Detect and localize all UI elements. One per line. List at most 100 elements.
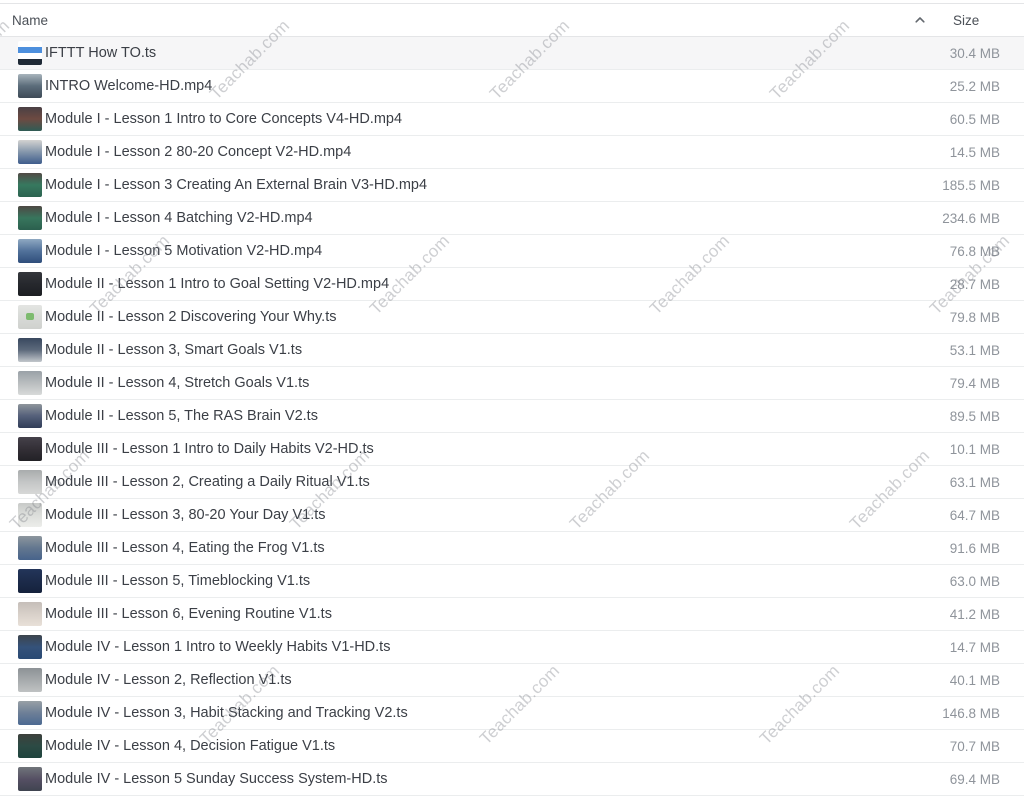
video-thumbnail-icon bbox=[18, 41, 42, 65]
file-name-cell: Module III - Lesson 5, Timeblocking V1.t… bbox=[0, 569, 894, 593]
file-name-cell: Module I - Lesson 4 Batching V2-HD.mp4 bbox=[0, 206, 894, 230]
file-size: 69.4 MB bbox=[949, 771, 1000, 787]
file-name-cell: IFTTT How TO.ts bbox=[0, 41, 894, 65]
video-thumbnail-icon bbox=[18, 272, 42, 296]
file-name-cell: Module I - Lesson 3 Creating An External… bbox=[0, 173, 894, 197]
column-header-size[interactable]: Size bbox=[894, 13, 1024, 28]
file-size: 89.5 MB bbox=[949, 408, 1000, 424]
video-thumbnail-icon bbox=[18, 569, 42, 593]
file-name-cell: Module II - Lesson 2 Discovering Your Wh… bbox=[0, 305, 894, 329]
video-thumbnail-icon bbox=[18, 173, 42, 197]
file-row[interactable]: Module II - Lesson 4, Stretch Goals V1.t… bbox=[0, 367, 1024, 400]
file-name: Module III - Lesson 6, Evening Routine V… bbox=[45, 606, 332, 622]
video-thumbnail-icon bbox=[18, 470, 42, 494]
file-row[interactable]: Module II - Lesson 1 Intro to Goal Setti… bbox=[0, 268, 1024, 301]
file-size: 14.5 MB bbox=[949, 144, 1000, 160]
file-name-cell: Module III - Lesson 3, 80-20 Your Day V1… bbox=[0, 503, 894, 527]
file-list: IFTTT How TO.ts 30.4 MB INTRO Welcome-HD… bbox=[0, 37, 1024, 796]
video-thumbnail-icon bbox=[18, 74, 42, 98]
file-row[interactable]: Module III - Lesson 6, Evening Routine V… bbox=[0, 598, 1024, 631]
file-name: Module IV - Lesson 5 Sunday Success Syst… bbox=[45, 771, 388, 787]
file-size: 79.4 MB bbox=[949, 375, 1000, 391]
file-name: INTRO Welcome-HD.mp4 bbox=[45, 78, 213, 94]
file-size: 60.5 MB bbox=[949, 111, 1000, 127]
file-name: Module II - Lesson 5, The RAS Brain V2.t… bbox=[45, 408, 318, 424]
file-row[interactable]: Module II - Lesson 2 Discovering Your Wh… bbox=[0, 301, 1024, 334]
file-row[interactable]: Module III - Lesson 1 Intro to Daily Hab… bbox=[0, 433, 1024, 466]
video-thumbnail-icon bbox=[18, 734, 42, 758]
video-thumbnail-icon bbox=[18, 437, 42, 461]
file-name-cell: Module IV - Lesson 3, Habit Stacking and… bbox=[0, 701, 894, 725]
file-name: Module IV - Lesson 2, Reflection V1.ts bbox=[45, 672, 292, 688]
video-thumbnail-icon bbox=[18, 503, 42, 527]
file-size: 185.5 MB bbox=[942, 177, 1000, 193]
file-size: 64.7 MB bbox=[949, 507, 1000, 523]
file-row[interactable]: Module IV - Lesson 1 Intro to Weekly Hab… bbox=[0, 631, 1024, 664]
file-name-cell: Module IV - Lesson 5 Sunday Success Syst… bbox=[0, 767, 894, 791]
video-thumbnail-icon bbox=[18, 305, 42, 329]
file-name: Module I - Lesson 4 Batching V2-HD.mp4 bbox=[45, 210, 313, 226]
file-name-cell: Module II - Lesson 3, Smart Goals V1.ts bbox=[0, 338, 894, 362]
file-name: Module I - Lesson 5 Motivation V2-HD.mp4 bbox=[45, 243, 323, 259]
file-size: 10.1 MB bbox=[949, 441, 1000, 457]
file-name-cell: Module II - Lesson 5, The RAS Brain V2.t… bbox=[0, 404, 894, 428]
video-thumbnail-icon bbox=[18, 602, 42, 626]
file-name: Module IV - Lesson 1 Intro to Weekly Hab… bbox=[45, 639, 391, 655]
file-row[interactable]: Module III - Lesson 4, Eating the Frog V… bbox=[0, 532, 1024, 565]
file-name: Module I - Lesson 2 80-20 Concept V2-HD.… bbox=[45, 144, 352, 160]
chevron-up-icon[interactable] bbox=[913, 13, 927, 27]
file-row[interactable]: Module III - Lesson 5, Timeblocking V1.t… bbox=[0, 565, 1024, 598]
video-thumbnail-icon bbox=[18, 338, 42, 362]
file-row[interactable]: Module I - Lesson 2 80-20 Concept V2-HD.… bbox=[0, 136, 1024, 169]
video-thumbnail-icon bbox=[18, 635, 42, 659]
file-name-cell: Module II - Lesson 4, Stretch Goals V1.t… bbox=[0, 371, 894, 395]
file-row[interactable]: Module III - Lesson 3, 80-20 Your Day V1… bbox=[0, 499, 1024, 532]
file-size: 63.0 MB bbox=[949, 573, 1000, 589]
file-name: Module III - Lesson 3, 80-20 Your Day V1… bbox=[45, 507, 326, 523]
file-row[interactable]: Module I - Lesson 5 Motivation V2-HD.mp4… bbox=[0, 235, 1024, 268]
file-row[interactable]: Module I - Lesson 4 Batching V2-HD.mp4 2… bbox=[0, 202, 1024, 235]
file-row[interactable]: Module II - Lesson 3, Smart Goals V1.ts … bbox=[0, 334, 1024, 367]
list-header: Name Size bbox=[0, 3, 1024, 37]
video-thumbnail-icon bbox=[18, 668, 42, 692]
file-size: 53.1 MB bbox=[949, 342, 1000, 358]
file-row[interactable]: Module I - Lesson 1 Intro to Core Concep… bbox=[0, 103, 1024, 136]
file-size: 146.8 MB bbox=[942, 705, 1000, 721]
file-row[interactable]: IFTTT How TO.ts 30.4 MB bbox=[0, 37, 1024, 70]
file-size: 41.2 MB bbox=[949, 606, 1000, 622]
file-row[interactable]: INTRO Welcome-HD.mp4 25.2 MB bbox=[0, 70, 1024, 103]
file-size: 91.6 MB bbox=[949, 540, 1000, 556]
file-name: Module IV - Lesson 4, Decision Fatigue V… bbox=[45, 738, 336, 754]
file-name: Module III - Lesson 4, Eating the Frog V… bbox=[45, 540, 325, 556]
file-name: Module III - Lesson 5, Timeblocking V1.t… bbox=[45, 573, 311, 589]
file-name: Module II - Lesson 3, Smart Goals V1.ts bbox=[45, 342, 303, 358]
file-name: Module II - Lesson 4, Stretch Goals V1.t… bbox=[45, 375, 310, 391]
file-name-cell: Module III - Lesson 6, Evening Routine V… bbox=[0, 602, 894, 626]
file-size: 76.8 MB bbox=[949, 243, 1000, 259]
file-size: 25.2 MB bbox=[949, 78, 1000, 94]
column-header-name[interactable]: Name bbox=[0, 13, 894, 28]
file-name-cell: Module II - Lesson 1 Intro to Goal Setti… bbox=[0, 272, 894, 296]
file-row[interactable]: Module II - Lesson 5, The RAS Brain V2.t… bbox=[0, 400, 1024, 433]
file-row[interactable]: Module III - Lesson 2, Creating a Daily … bbox=[0, 466, 1024, 499]
file-name: Module IV - Lesson 3, Habit Stacking and… bbox=[45, 705, 408, 721]
file-row[interactable]: Module IV - Lesson 2, Reflection V1.ts 4… bbox=[0, 664, 1024, 697]
video-thumbnail-icon bbox=[18, 404, 42, 428]
file-name-cell: Module III - Lesson 1 Intro to Daily Hab… bbox=[0, 437, 894, 461]
file-size: 40.1 MB bbox=[949, 672, 1000, 688]
file-name: Module III - Lesson 1 Intro to Daily Hab… bbox=[45, 441, 374, 457]
file-name-cell: Module I - Lesson 5 Motivation V2-HD.mp4 bbox=[0, 239, 894, 263]
video-thumbnail-icon bbox=[18, 767, 42, 791]
file-name-cell: Module IV - Lesson 2, Reflection V1.ts bbox=[0, 668, 894, 692]
file-row[interactable]: Module IV - Lesson 3, Habit Stacking and… bbox=[0, 697, 1024, 730]
file-name-cell: Module IV - Lesson 1 Intro to Weekly Hab… bbox=[0, 635, 894, 659]
file-row[interactable]: Module IV - Lesson 4, Decision Fatigue V… bbox=[0, 730, 1024, 763]
file-size: 30.4 MB bbox=[949, 45, 1000, 61]
file-row[interactable]: Module I - Lesson 3 Creating An External… bbox=[0, 169, 1024, 202]
file-name-cell: Module I - Lesson 1 Intro to Core Concep… bbox=[0, 107, 894, 131]
file-name-cell: Module I - Lesson 2 80-20 Concept V2-HD.… bbox=[0, 140, 894, 164]
file-name: IFTTT How TO.ts bbox=[45, 45, 157, 61]
video-thumbnail-icon bbox=[18, 239, 42, 263]
file-size: 79.8 MB bbox=[949, 309, 1000, 325]
file-name-cell: INTRO Welcome-HD.mp4 bbox=[0, 74, 894, 98]
